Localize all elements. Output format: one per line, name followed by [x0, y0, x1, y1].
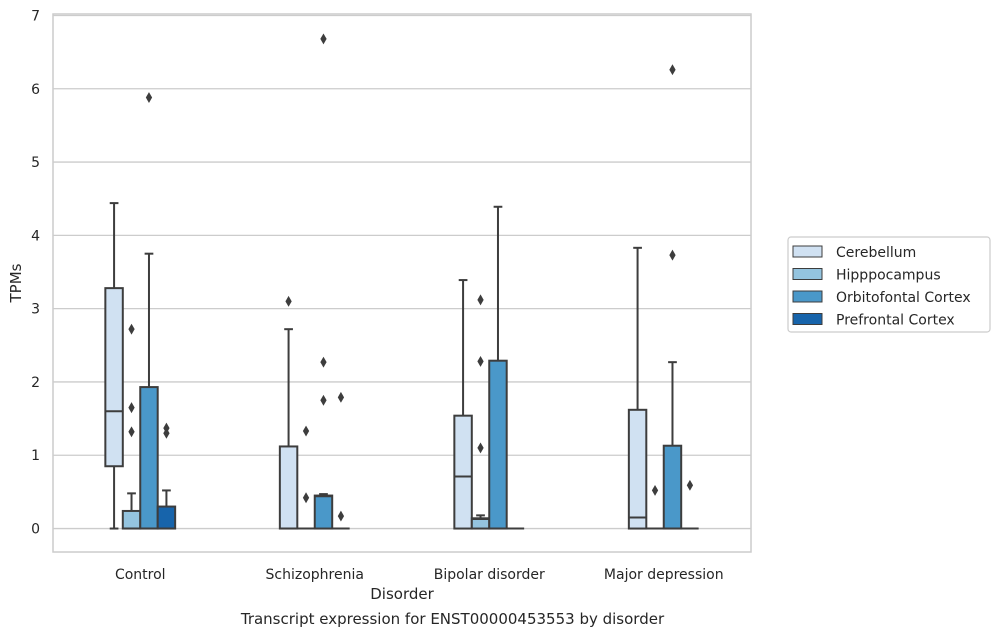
box	[332, 391, 350, 530]
legend: Cerebellum Hipppocampus Orbitofontal Corte…	[787, 236, 991, 333]
legend-label: Hipppocampus	[836, 268, 941, 284]
outlier-point	[285, 295, 292, 307]
legend-label: Cerebellum	[836, 245, 916, 261]
box-body	[139, 386, 159, 530]
box	[488, 205, 508, 530]
plot-frame	[52, 13, 752, 553]
box	[104, 202, 124, 530]
x-tick-label: Major depression	[604, 567, 724, 583]
y-tick-labels: 0 1 2 3 4 5 6 7	[31, 8, 40, 537]
outlier-point	[302, 492, 310, 504]
box-body	[313, 494, 334, 530]
outlier-point	[320, 394, 327, 406]
box-body	[104, 287, 124, 468]
outlier-point	[128, 426, 135, 438]
y-tick-label: 0	[31, 522, 40, 538]
box-body	[278, 445, 299, 530]
outlier-point	[651, 484, 659, 496]
box	[470, 294, 491, 530]
outlier-point	[163, 427, 170, 439]
y-tick-label: 7	[31, 8, 40, 24]
y-tick-label: 5	[31, 155, 40, 171]
box	[121, 323, 142, 530]
box-body	[662, 444, 683, 530]
outlier-point	[302, 425, 310, 437]
box-body	[453, 414, 473, 530]
outlier-point	[320, 33, 327, 45]
y-axis-label: TPMs	[7, 263, 25, 303]
y-tick-label: 1	[31, 448, 40, 464]
y-tick-label: 2	[31, 375, 40, 391]
outlier-point	[320, 356, 327, 368]
outlier-point	[337, 391, 345, 403]
box	[139, 92, 159, 530]
outlier-point	[669, 249, 676, 261]
y-tick-label: 4	[31, 228, 40, 244]
legend-label: Orbitofontal Cortex	[836, 290, 971, 306]
outlier-point	[669, 64, 676, 76]
legend-frame	[787, 236, 991, 333]
outlier-point	[128, 402, 135, 414]
outlier-point	[477, 355, 484, 367]
outlier-point	[477, 442, 484, 454]
x-tick-label: Schizophrenia	[266, 567, 364, 583]
x-tick-labels: Control Schizophrenia Bipolar disorder Majo…	[115, 567, 724, 583]
box-body	[627, 408, 648, 530]
y-tick-label: 3	[31, 302, 40, 318]
x-tick-label: Control	[115, 567, 166, 583]
outlier-point	[477, 294, 484, 306]
y-tick-label: 6	[31, 82, 40, 98]
outlier-point	[128, 323, 135, 335]
box-body	[488, 359, 508, 530]
grid-lines	[53, 14, 751, 530]
box	[627, 246, 648, 530]
legend-label: Prefrontal Cortex	[836, 313, 955, 329]
legend-swatch	[792, 245, 823, 258]
box	[313, 33, 334, 530]
outlier-point	[686, 479, 694, 491]
x-tick-label: Bipolar disorder	[434, 567, 545, 583]
x-axis-label: Disorder	[370, 585, 434, 603]
box	[646, 484, 664, 530]
box-series	[104, 33, 699, 530]
box-body	[156, 505, 177, 530]
chart-caption: Transcript expression for ENST0000045355…	[240, 610, 665, 628]
legend-swatch	[792, 268, 823, 280]
box-body	[121, 509, 142, 530]
box	[453, 279, 473, 530]
box	[662, 64, 683, 530]
box	[297, 425, 315, 530]
legend-swatch	[792, 290, 823, 303]
outlier-point	[337, 510, 345, 522]
outlier-point	[145, 92, 153, 104]
legend-swatch	[792, 313, 823, 325]
box	[156, 422, 177, 530]
box	[278, 295, 299, 530]
box	[681, 479, 699, 530]
